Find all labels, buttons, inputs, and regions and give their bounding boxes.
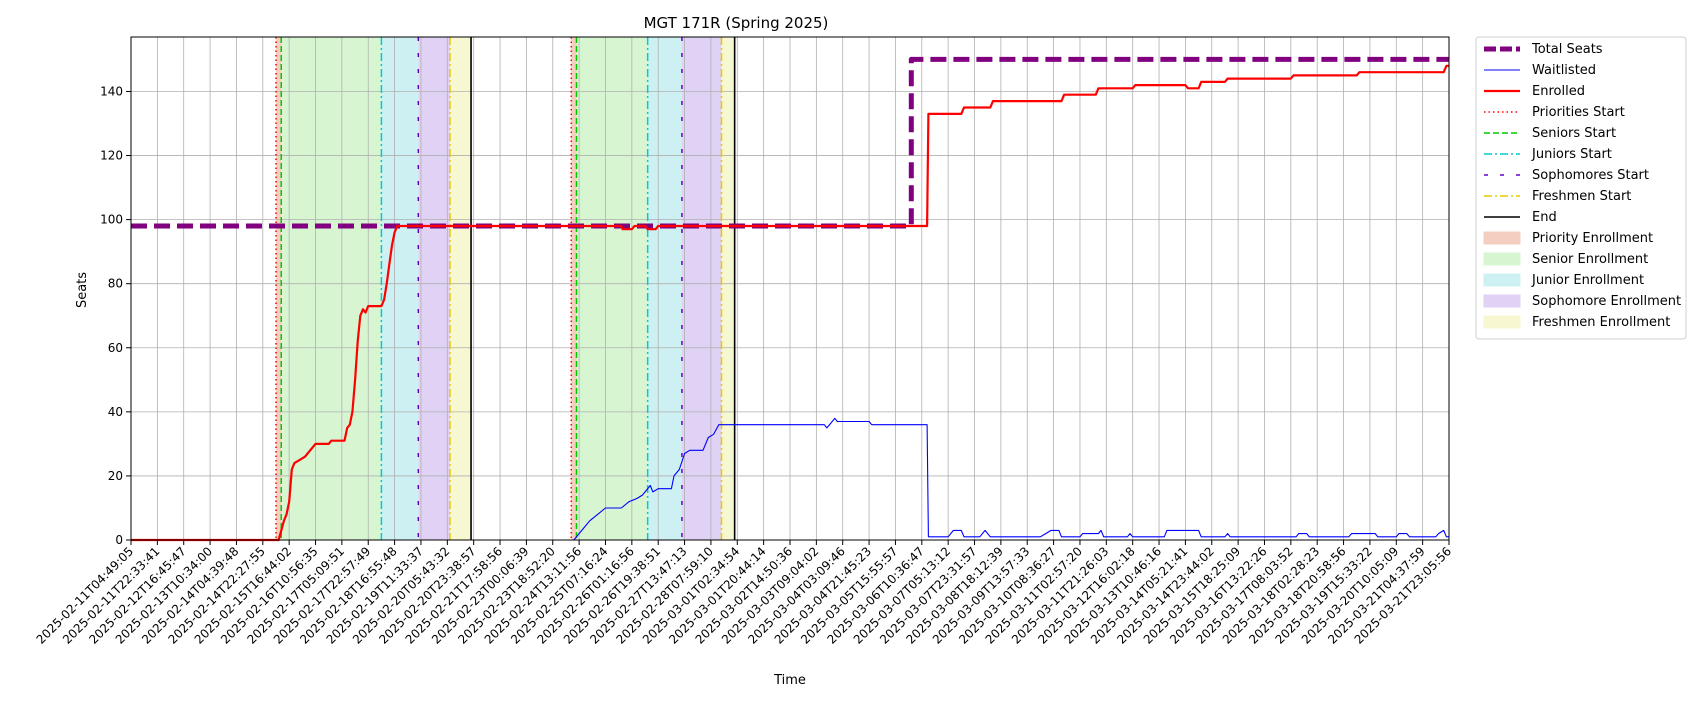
legend-label: Waitlisted	[1532, 63, 1596, 78]
legend-label: Enrolled	[1532, 84, 1585, 99]
legend: Total Seats Waitlisted Enrolled Priorities …	[1475, 36, 1687, 340]
grid-lines	[130, 37, 1450, 541]
legend-label: Priorities Start	[1532, 105, 1625, 120]
y-axis-label: Seats	[75, 272, 90, 308]
y-tick-label: 0	[115, 533, 123, 547]
y-tick-label: 80	[108, 277, 123, 291]
legend-swatch	[1483, 315, 1521, 329]
band-freshmen-enrollment	[449, 37, 472, 540]
legend-swatch	[1483, 273, 1521, 287]
legend-label: Priority Enrollment	[1532, 231, 1653, 246]
x-axis: 2025-02-11T04:49:052025-02-11T22:33:4120…	[34, 540, 1454, 647]
legend-label: End	[1532, 210, 1557, 225]
chart-title: MGT 171R (Spring 2025)	[644, 14, 829, 32]
legend-label: Seniors Start	[1532, 126, 1616, 141]
y-tick-label: 140	[100, 84, 123, 98]
legend-label: Juniors Start	[1531, 147, 1612, 162]
y-tick-label: 40	[108, 405, 123, 419]
series-waitlisted	[131, 417, 1449, 541]
legend-swatch	[1483, 294, 1521, 308]
band-senior-enrollment	[281, 37, 382, 540]
y-axis: 0 20 40 60 80 100 120 140	[100, 84, 131, 547]
band-senior-enrollment	[576, 37, 648, 540]
band-junior-enrollment	[647, 37, 682, 540]
band-freshmen-enrollment	[721, 37, 735, 540]
phase-lines	[275, 37, 736, 540]
x-axis-label: Time	[773, 673, 806, 688]
band-junior-enrollment	[381, 37, 419, 540]
series-lines	[131, 56, 1449, 542]
legend-label: Freshmen Start	[1532, 189, 1631, 204]
legend-label: Senior Enrollment	[1532, 252, 1648, 267]
y-tick-label: 120	[100, 149, 123, 163]
legend-swatch	[1483, 231, 1521, 245]
series-total-seats	[131, 56, 1449, 229]
legend-label: Sophomores Start	[1532, 168, 1649, 183]
legend-box	[1475, 36, 1687, 340]
y-tick-label: 60	[108, 341, 123, 355]
y-tick-label: 100	[100, 213, 123, 227]
y-tick-label: 20	[108, 469, 123, 483]
band-priority-enrollment	[275, 37, 282, 540]
legend-label: Freshmen Enrollment	[1532, 315, 1670, 330]
legend-label: Junior Enrollment	[1531, 273, 1644, 288]
legend-label: Total Seats	[1531, 42, 1603, 57]
enrollment-bands	[275, 37, 735, 540]
band-sophomore-enrollment	[418, 37, 450, 540]
legend-swatch	[1483, 252, 1521, 266]
series-enrolled	[131, 64, 1449, 542]
band-priority-enrollment	[571, 37, 577, 540]
legend-label: Sophomore Enrollment	[1532, 294, 1681, 309]
band-sophomore-enrollment	[681, 37, 722, 540]
